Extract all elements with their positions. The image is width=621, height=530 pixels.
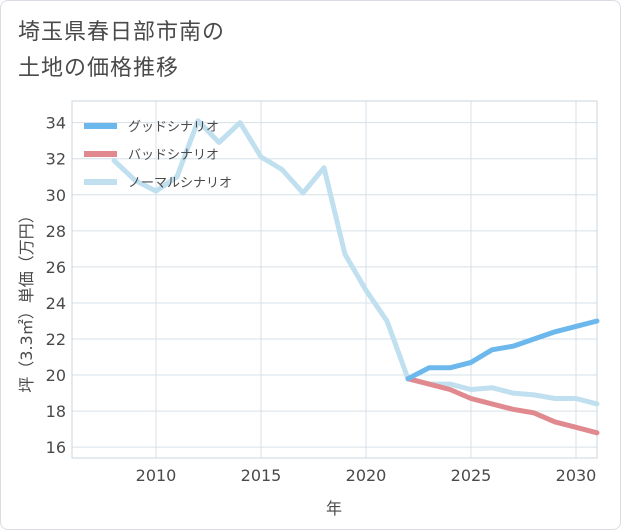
series-line-2 xyxy=(111,118,600,407)
y-tick-label: 18 xyxy=(46,402,66,421)
x-tick-label: 2010 xyxy=(136,466,177,485)
y-tick-label: 34 xyxy=(46,114,66,133)
y-tick-label: 26 xyxy=(46,258,66,277)
series-line-1 xyxy=(405,376,600,436)
x-tick-labels: 2010 2015 2020 2025 2030 xyxy=(136,466,597,485)
x-tick-label: 2030 xyxy=(556,466,597,485)
series-lines xyxy=(111,118,600,436)
y-tick-label: 22 xyxy=(46,330,66,349)
x-axis-label: 年 xyxy=(326,499,342,518)
grid-lines xyxy=(72,101,597,458)
chart-title: 埼玉県春日部市南の 土地の価格推移 xyxy=(18,15,225,87)
y-axis-label: 坪（3.3㎡）単価（万円） xyxy=(17,207,36,392)
legend-label: ノーマルシナリオ xyxy=(128,176,232,191)
y-tick-label: 20 xyxy=(46,366,66,385)
y-tick-label: 32 xyxy=(46,150,66,169)
y-tick-label: 30 xyxy=(46,186,66,205)
legend-label: バッドシナリオ xyxy=(128,148,219,163)
y-tick-label: 24 xyxy=(46,294,66,313)
y-tick-labels: 16 18 20 22 24 26 28 30 32 34 xyxy=(46,114,66,458)
x-tick-label: 2025 xyxy=(451,466,492,485)
title-line-2: 土地の価格推移 xyxy=(18,56,180,81)
title-line-1: 埼玉県春日部市南の xyxy=(18,20,226,45)
series-line-0 xyxy=(405,318,600,382)
x-tick-label: 2020 xyxy=(346,466,387,485)
y-tick-label: 28 xyxy=(46,222,66,241)
plot-frame xyxy=(71,100,598,459)
x-tick-label: 2015 xyxy=(241,466,282,485)
legend-label: グッドシナリオ xyxy=(128,120,219,135)
y-tick-label: 16 xyxy=(46,438,66,457)
